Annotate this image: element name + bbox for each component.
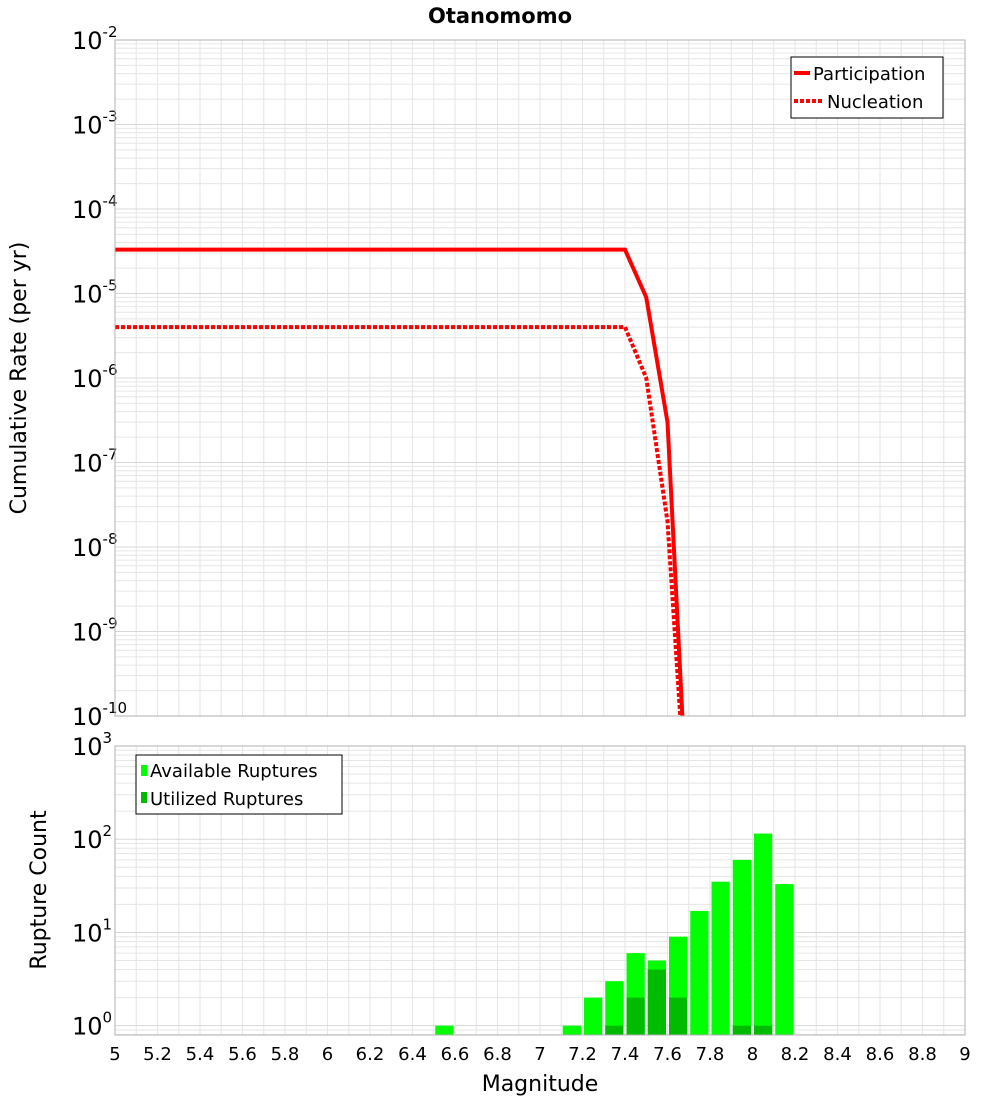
rate-plot: 10-2 10-3 10-4 10-5 10-6 10-7 10-8 10-9 10-10 Cu…: [7, 23, 966, 731]
available-ruptures-bar: [435, 1025, 454, 1035]
x-tick-label: 5.6: [228, 1044, 257, 1065]
count-grid: [114, 746, 966, 1036]
legend-participation-label: Participation: [813, 64, 925, 85]
x-tick-label: 8: [747, 1044, 758, 1065]
x-tick-label: 8.8: [908, 1044, 937, 1065]
y-tick-label: 10-9: [72, 615, 118, 647]
legend-utilized-swatch: [141, 792, 147, 803]
utilized-ruptures-bar: [626, 997, 645, 1035]
legend-available-label: Available Ruptures: [150, 761, 318, 782]
utilized-ruptures-bar: [732, 1025, 751, 1035]
x-tick-label: 5.4: [186, 1044, 215, 1065]
x-tick-label: 5.8: [271, 1044, 300, 1065]
x-tick-label: 8.6: [866, 1044, 895, 1065]
x-tick-label: 5: [109, 1044, 120, 1065]
magnitude-x-ticks: 5 5.2 5.4 5.6 5.8 6 6.2 6.4 6.6 6.8 7 7.2 7.4 7.6 7.8 8…: [109, 1044, 970, 1065]
legend-nucleation-label: Nucleation: [827, 92, 923, 113]
y-tick-label: 10-4: [72, 192, 118, 224]
rate-series: [115, 247, 685, 717]
x-tick-label: 7.2: [568, 1044, 597, 1065]
utilized-ruptures-bar: [754, 1025, 773, 1035]
y-tick-label: 10-7: [72, 446, 118, 478]
rate-grid: [114, 40, 966, 717]
available-ruptures-bar: [690, 910, 709, 1035]
chart-title: Otanomomo: [428, 4, 572, 28]
count-plot: 103 102 101 100 5 5.2 5.4 5.6 5.8 6 6.2 6.4 6.6 6.8 7…: [27, 729, 971, 1097]
count-legend: Available Ruptures Utilized Ruptures: [135, 754, 343, 815]
rate-plot-frame: [114, 39, 966, 717]
x-tick-label: 5.2: [143, 1044, 172, 1065]
x-axis-label: Magnitude: [482, 1072, 599, 1097]
legend-utilized-label: Utilized Ruptures: [150, 789, 303, 810]
y-tick-label: 103: [72, 729, 112, 761]
participation-line: [115, 247, 685, 717]
x-tick-label: 6.6: [441, 1044, 470, 1065]
rate-y-axis-label: Cumulative Rate (per yr): [7, 242, 32, 515]
count-plot-frame: [114, 745, 966, 1036]
y-tick-label: 10-6: [72, 361, 118, 393]
utilized-ruptures-bar: [647, 969, 666, 1035]
x-tick-label: 7.8: [696, 1044, 725, 1065]
x-tick-label: 7.6: [653, 1044, 682, 1065]
available-ruptures-bar: [605, 981, 624, 1035]
y-tick-label: 100: [72, 1009, 112, 1041]
x-tick-label: 8.2: [781, 1044, 810, 1065]
count-y-ticks: 103 102 101 100: [72, 729, 112, 1041]
x-tick-label: 9: [959, 1044, 970, 1065]
available-ruptures-bar: [732, 859, 751, 1035]
rate-y-ticks: 10-2 10-3 10-4 10-5 10-6 10-7 10-8 10-9 10-10: [72, 23, 127, 731]
y-tick-label: 102: [72, 822, 112, 854]
available-ruptures-bar: [775, 884, 794, 1035]
x-tick-label: 7.4: [611, 1044, 640, 1065]
x-tick-label: 8.4: [823, 1044, 852, 1065]
y-tick-label: 10-8: [72, 530, 118, 562]
y-tick-label: 101: [72, 915, 112, 947]
legend-available-swatch: [141, 765, 147, 776]
y-tick-label: 10-5: [72, 277, 118, 309]
count-bars: [435, 833, 794, 1035]
x-tick-label: 6.4: [398, 1044, 427, 1065]
x-tick-label: 6.2: [356, 1044, 385, 1065]
y-tick-label: 10-3: [72, 108, 118, 140]
count-y-axis-label: Rupture Count: [27, 810, 52, 970]
y-tick-label: 10-2: [72, 23, 118, 55]
available-ruptures-bar: [584, 997, 603, 1035]
rate-legend: Participation Nucleation: [790, 56, 944, 119]
x-tick-label: 6: [322, 1044, 333, 1065]
x-tick-label: 7: [534, 1044, 545, 1065]
available-ruptures-bar: [711, 881, 730, 1035]
y-tick-label: 10-10: [72, 699, 127, 731]
available-ruptures-bar: [562, 1025, 581, 1035]
count-legend-box: [135, 754, 343, 815]
nucleation-line: [115, 325, 683, 717]
x-tick-label: 6.8: [483, 1044, 512, 1065]
utilized-ruptures-bar: [605, 1025, 624, 1035]
rate-legend-box: [790, 56, 944, 119]
available-ruptures-bar: [754, 833, 773, 1035]
utilized-ruptures-bar: [669, 997, 688, 1035]
